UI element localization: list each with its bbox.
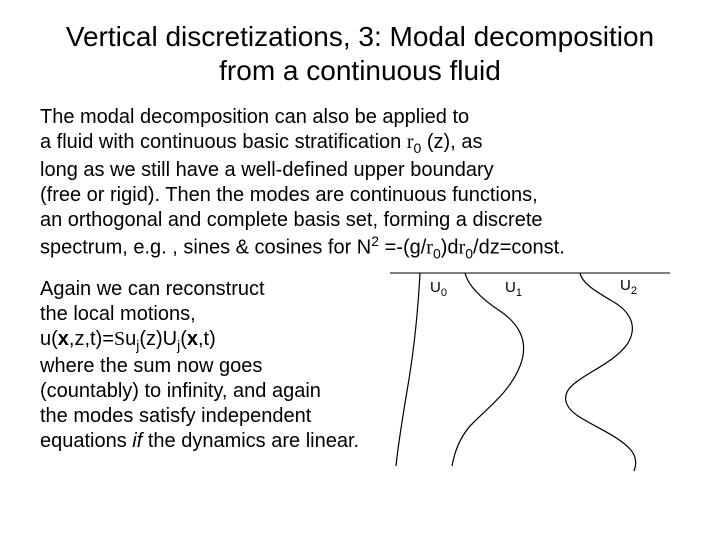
main-paragraph: The modal decomposition can also be appl… — [40, 105, 680, 263]
mode-curve-1 — [452, 273, 524, 466]
lower-section: Again we can reconstruct the local motio… — [40, 277, 680, 471]
mode-label-2: U2 — [620, 277, 637, 297]
page-title: Vertical discretizations, 3: Modal decom… — [40, 20, 680, 87]
mode-curves-svg — [390, 271, 670, 481]
lower-paragraph: Again we can reconstruct the local motio… — [40, 277, 380, 471]
mode-label-0: U0 — [430, 279, 447, 299]
mode-diagram: U0 U1 U2 — [390, 271, 680, 471]
mode-curve-0 — [396, 273, 420, 466]
mode-label-1: U1 — [505, 279, 522, 299]
mode-curve-2 — [566, 273, 636, 471]
